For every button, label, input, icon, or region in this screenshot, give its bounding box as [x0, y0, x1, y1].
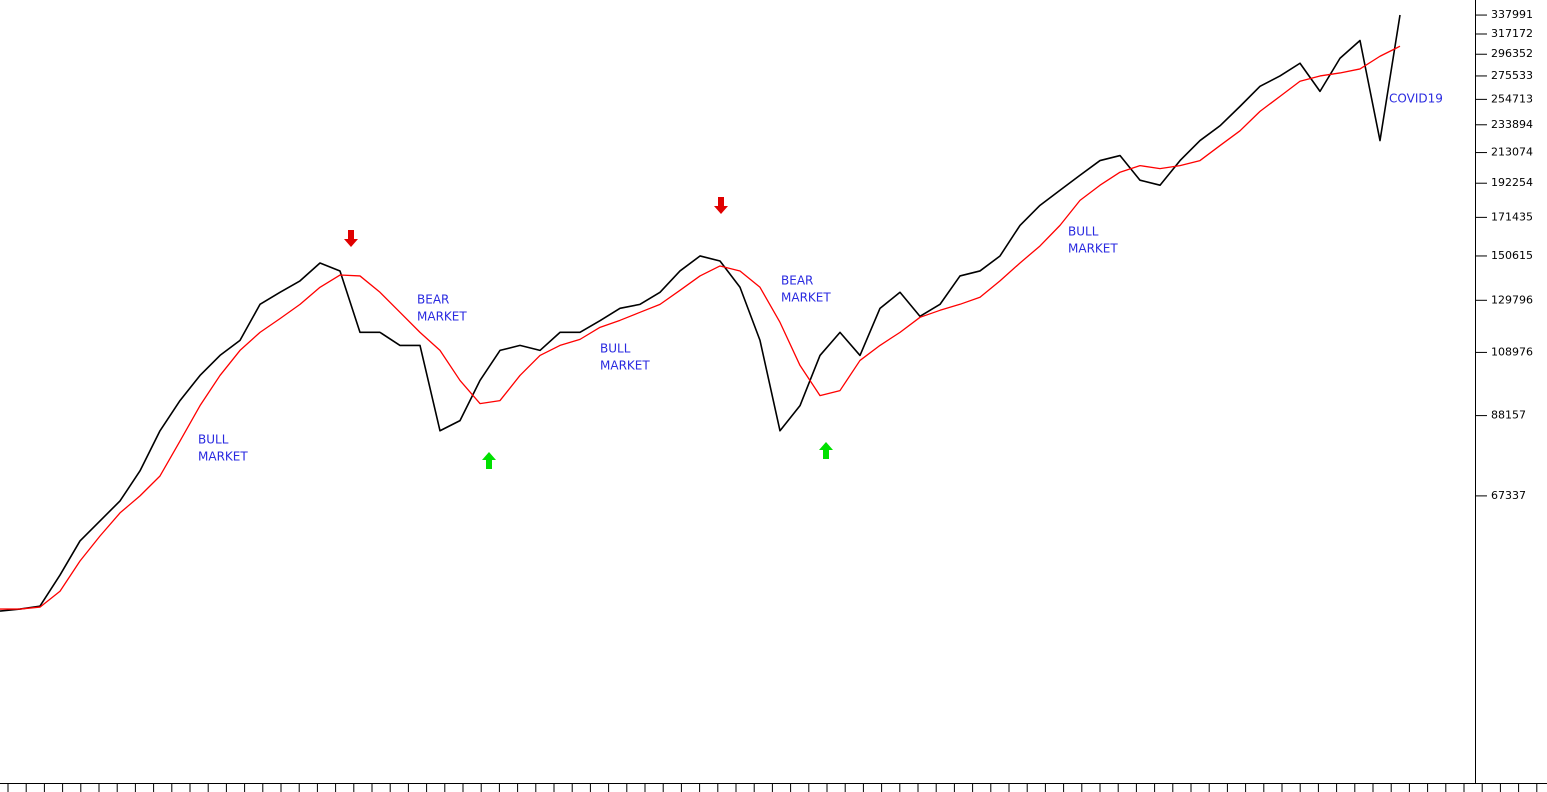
- y-tick-label: 337991: [1491, 8, 1533, 21]
- y-tick-label: 88157: [1491, 409, 1526, 422]
- y-tick-label: 317172: [1491, 27, 1533, 40]
- signal-arrows: [344, 197, 833, 469]
- y-tick-label: 213074: [1491, 146, 1533, 159]
- y-tick-label: 296352: [1491, 47, 1533, 60]
- annotation: MARKET: [1068, 242, 1118, 256]
- y-tick-label: 192254: [1491, 176, 1533, 189]
- sell-arrow: [344, 230, 358, 247]
- annotation: MARKET: [781, 291, 831, 305]
- y-tick-label: 150615: [1491, 249, 1533, 262]
- buy-arrow: [819, 442, 833, 459]
- y-tick-label: 233894: [1491, 118, 1533, 131]
- y-tick-label: 67337: [1491, 489, 1526, 502]
- y-tick-label: 108976: [1491, 345, 1533, 358]
- annotation: MARKET: [417, 310, 467, 324]
- annotation: MARKET: [600, 359, 650, 373]
- annotation: BULL: [600, 342, 631, 356]
- annotation: COVID19: [1389, 92, 1443, 106]
- y-tick-label: 254713: [1491, 92, 1533, 105]
- annotation: MARKET: [198, 450, 248, 464]
- sell-arrow: [714, 197, 728, 214]
- y-tick-label: 275533: [1491, 69, 1533, 82]
- annotation: BULL: [1068, 225, 1099, 239]
- annotation: BEAR: [417, 293, 449, 307]
- annotation: BEAR: [781, 274, 813, 288]
- y-tick-label: 129796: [1491, 293, 1533, 306]
- y-tick-label: 171435: [1491, 210, 1533, 223]
- annotation: BULL: [198, 433, 229, 447]
- series-line: [0, 45, 1401, 610]
- series-line: [0, 14, 1401, 612]
- buy-arrow: [482, 452, 496, 469]
